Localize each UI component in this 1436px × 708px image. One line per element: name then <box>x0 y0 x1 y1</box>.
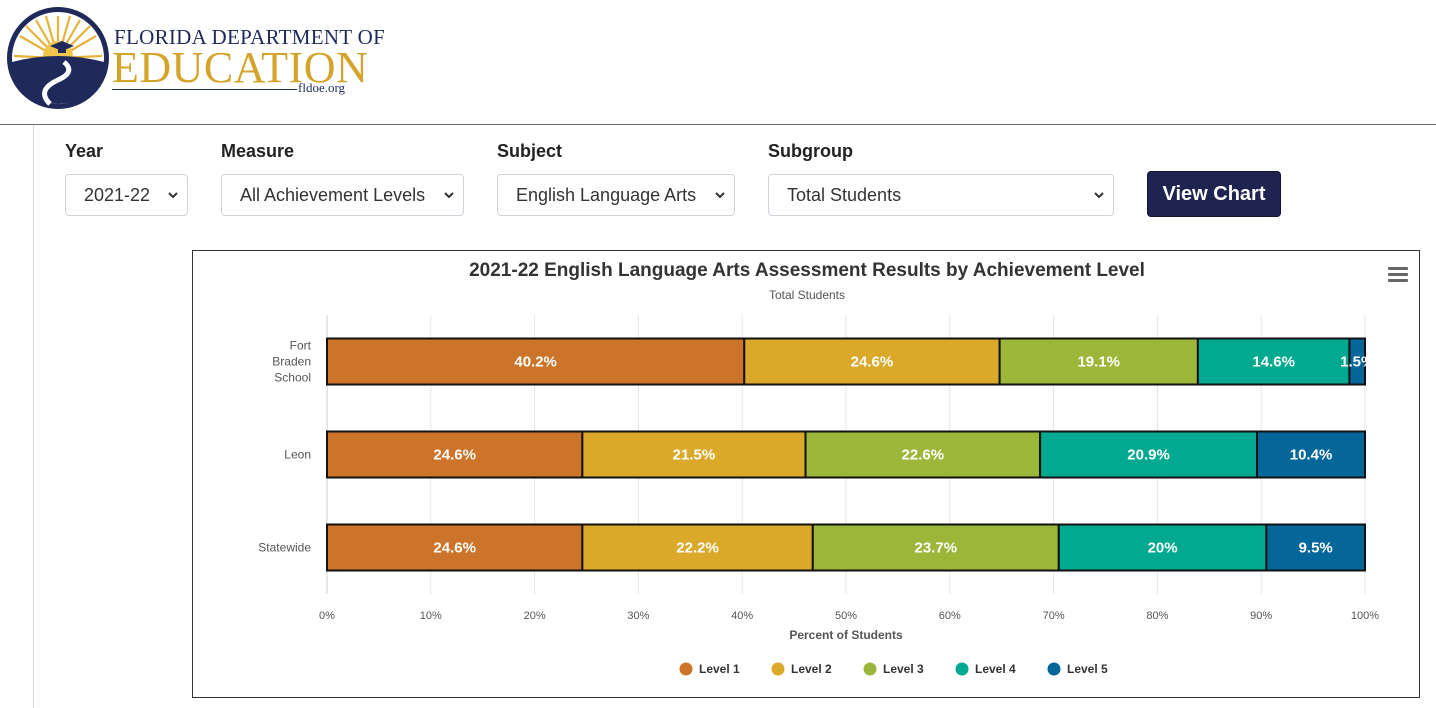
bar-segment-level-3 <box>804 430 1042 479</box>
chart-subtitle: Total Students <box>768 288 846 302</box>
legend-marker <box>1047 662 1061 676</box>
legend-marker <box>863 662 877 676</box>
bar-segment-level-2 <box>743 337 1001 386</box>
bar-data-label: 10.4% <box>1290 447 1333 464</box>
bar-data-label: 14.6% <box>1252 354 1295 371</box>
chevron-down-icon <box>715 192 725 199</box>
subject-select-value: English Language Arts <box>516 185 697 205</box>
chevron-down-icon <box>168 192 178 199</box>
bar-data-label: 9.5% <box>1299 540 1333 557</box>
logo-url: fldoe.org <box>298 80 346 95</box>
view-chart-button[interactable]: View Chart <box>1147 171 1281 217</box>
bar-segment-level-1 <box>326 430 584 479</box>
stacked-bar-chart: 0% 10% 20% 30% 40% 50% 60% 70% 80% 90% 100% 40.2% 24… <box>258 315 1379 676</box>
chart-menu-icon[interactable] <box>1388 267 1408 283</box>
legend-label: Level 2 <box>791 662 832 676</box>
year-label: Year <box>65 141 104 161</box>
bar-segment-level-3 <box>811 523 1060 572</box>
bar-data-label: 24.6% <box>433 540 476 557</box>
subgroup-select-value: Total Students <box>787 185 902 205</box>
subject-label: Subject <box>497 141 563 161</box>
x-tick-label: 20% <box>524 610 546 622</box>
bar-segment-level-1 <box>326 523 584 572</box>
year-select-value: 2021-22 <box>84 185 151 205</box>
bar-segment-level-2 <box>581 523 814 572</box>
chevron-down-icon <box>444 192 454 199</box>
legend-label: Level 1 <box>699 662 740 676</box>
category-label: Fort <box>290 339 312 353</box>
x-tick-label: 70% <box>1043 610 1065 622</box>
chevron-down-icon <box>1094 192 1104 199</box>
bar-data-label: 24.6% <box>433 447 476 464</box>
bar-data-label: 23.7% <box>915 540 958 557</box>
x-tick-label: 100% <box>1351 610 1379 622</box>
bar-data-label: 22.2% <box>676 540 719 557</box>
subject-select[interactable]: English Language Arts <box>497 174 735 216</box>
legend-marker <box>771 662 785 676</box>
bar-data-label: 20% <box>1148 540 1178 557</box>
bar-data-label: 40.2% <box>514 354 557 371</box>
bar-segment-level-5 <box>1256 430 1366 479</box>
category-label: Statewide <box>258 541 311 555</box>
legend-marker <box>679 662 693 676</box>
logo-text-line1: FLORIDA DEPARTMENT OF <box>114 25 386 49</box>
logo-divider <box>112 89 297 90</box>
chart-title: 2021-22 English Language Arts Assessment… <box>469 260 1145 281</box>
category-label: School <box>274 371 311 385</box>
category-label: Braden <box>272 355 311 369</box>
subgroup-select[interactable]: Total Students <box>768 174 1114 216</box>
bar-segment-level-4 <box>1057 523 1268 572</box>
legend-marker <box>955 662 969 676</box>
x-tick-label: 80% <box>1146 610 1168 622</box>
bar-data-label: 1.5% <box>1340 354 1374 371</box>
bar-data-label: 21.5% <box>673 447 716 464</box>
year-select[interactable]: 2021-22 <box>65 174 188 216</box>
legend-label: Level 3 <box>883 662 924 676</box>
x-tick-label: 40% <box>731 610 753 622</box>
bar-segment-level-4 <box>1196 337 1351 386</box>
bar-segment-level-1 <box>326 337 746 386</box>
bar-data-label: 20.9% <box>1127 447 1170 464</box>
left-border <box>33 125 34 708</box>
legend-label: Level 4 <box>975 662 1016 676</box>
x-axis-title: Percent of Students <box>789 628 903 642</box>
measure-label: Measure <box>221 141 295 161</box>
x-tick-label: 0% <box>319 610 335 622</box>
legend-label: Level 5 <box>1067 662 1108 676</box>
x-tick-label: 60% <box>939 610 961 622</box>
fldoe-seal-icon <box>7 7 109 109</box>
bar-segment-level-4 <box>1039 430 1259 479</box>
measure-select[interactable]: All Achievement Levels <box>221 174 464 216</box>
site-header: FLORIDA DEPARTMENT OF EDUCATION fldoe.or… <box>0 0 1436 125</box>
x-tick-label: 50% <box>835 610 857 622</box>
measure-select-value: All Achievement Levels <box>240 185 426 205</box>
bar-data-label: 22.6% <box>902 447 945 464</box>
chart-container: 2021-22 English Language Arts Assessment… <box>192 250 1420 698</box>
category-label: Leon <box>284 448 311 462</box>
bar-segment-level-5 <box>1265 523 1367 572</box>
x-tick-label: 30% <box>627 610 649 622</box>
bar-segment-level-5 <box>1348 337 1367 386</box>
x-tick-label: 10% <box>420 610 442 622</box>
subgroup-label: Subgroup <box>768 141 853 161</box>
bar-segment-level-2 <box>581 430 807 479</box>
bar-data-label: 19.1% <box>1077 354 1120 371</box>
fldoe-logo[interactable]: FLORIDA DEPARTMENT OF EDUCATION fldoe.or… <box>6 6 406 110</box>
x-tick-label: 90% <box>1250 610 1272 622</box>
logo-text-line2: EDUCATION <box>112 43 369 92</box>
bar-data-label: 24.6% <box>851 354 894 371</box>
